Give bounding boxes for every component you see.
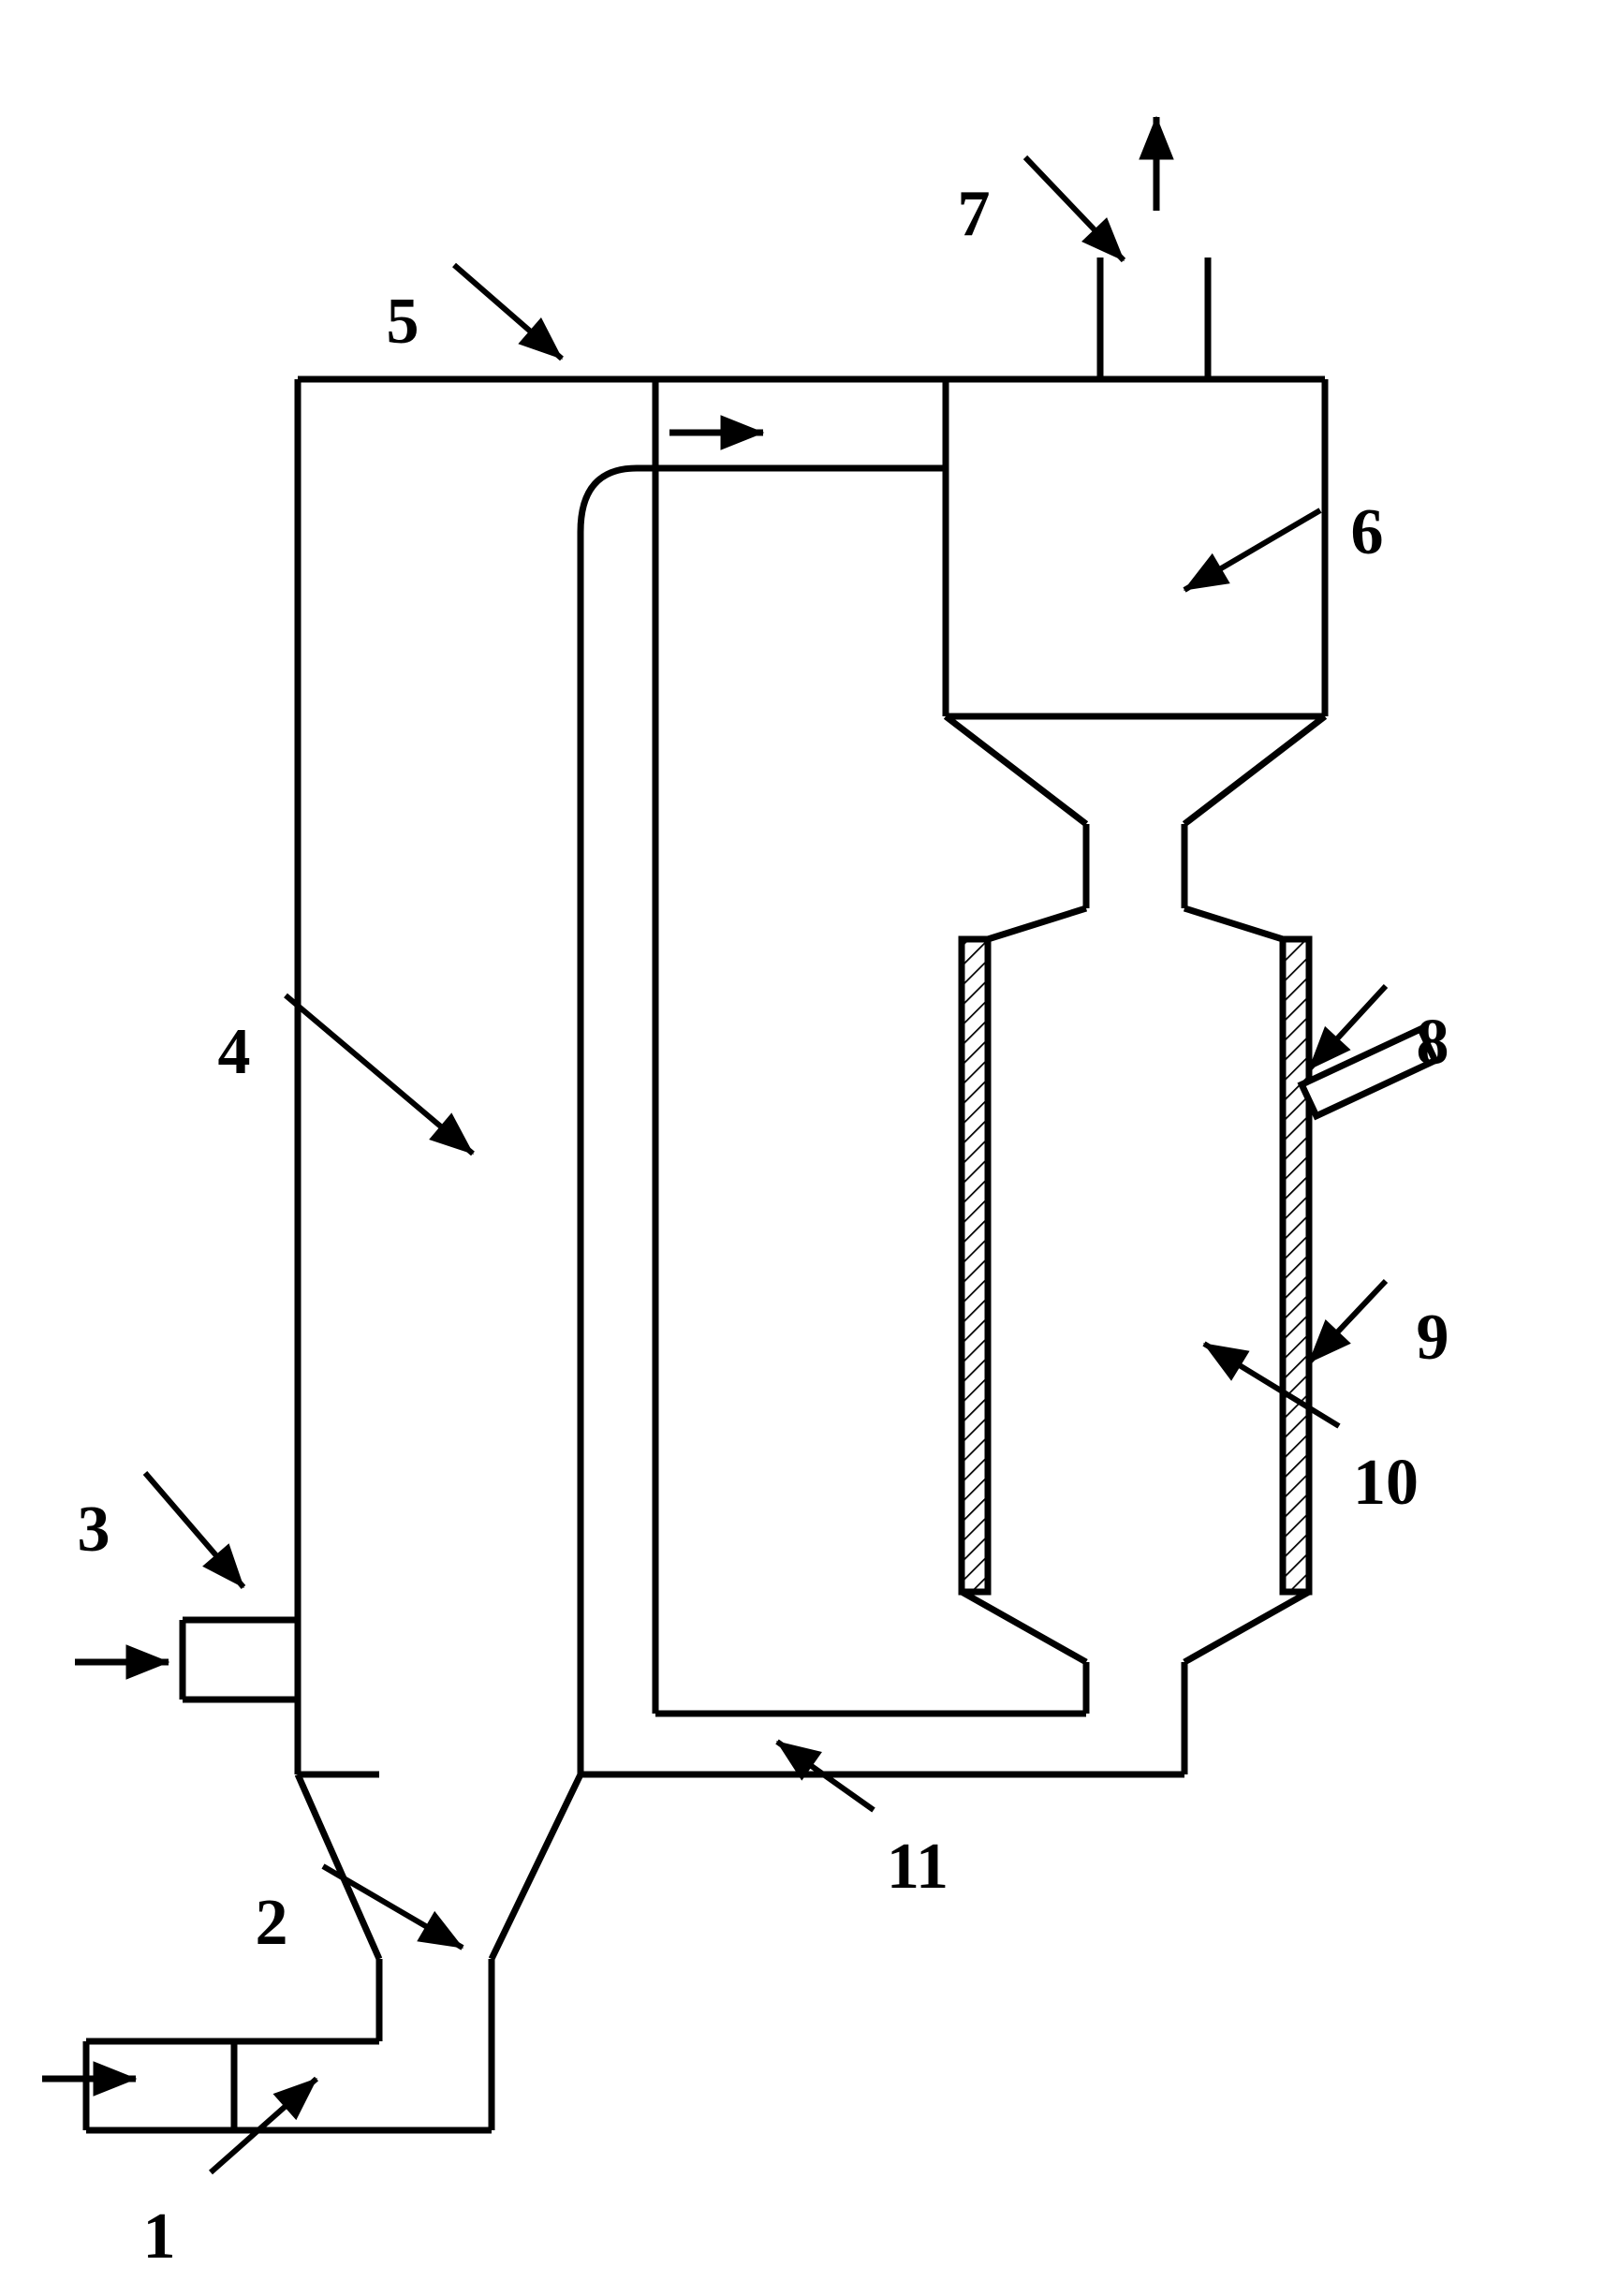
svg-text:7: 7	[958, 178, 991, 250]
svg-text:6: 6	[1351, 496, 1384, 568]
svg-text:8: 8	[1417, 1007, 1449, 1079]
engineering-diagram: 1 2 3 4 5 6 7 8 9 10 11	[0, 0, 1603, 2296]
svg-text:10: 10	[1353, 1447, 1419, 1519]
svg-text:4: 4	[218, 1016, 251, 1088]
svg-text:11: 11	[887, 1831, 949, 1903]
svg-text:3: 3	[78, 1494, 110, 1566]
svg-text:9: 9	[1417, 1302, 1449, 1374]
svg-text:2: 2	[256, 1887, 288, 1959]
svg-text:5: 5	[387, 286, 419, 358]
svg-text:1: 1	[143, 2200, 176, 2273]
